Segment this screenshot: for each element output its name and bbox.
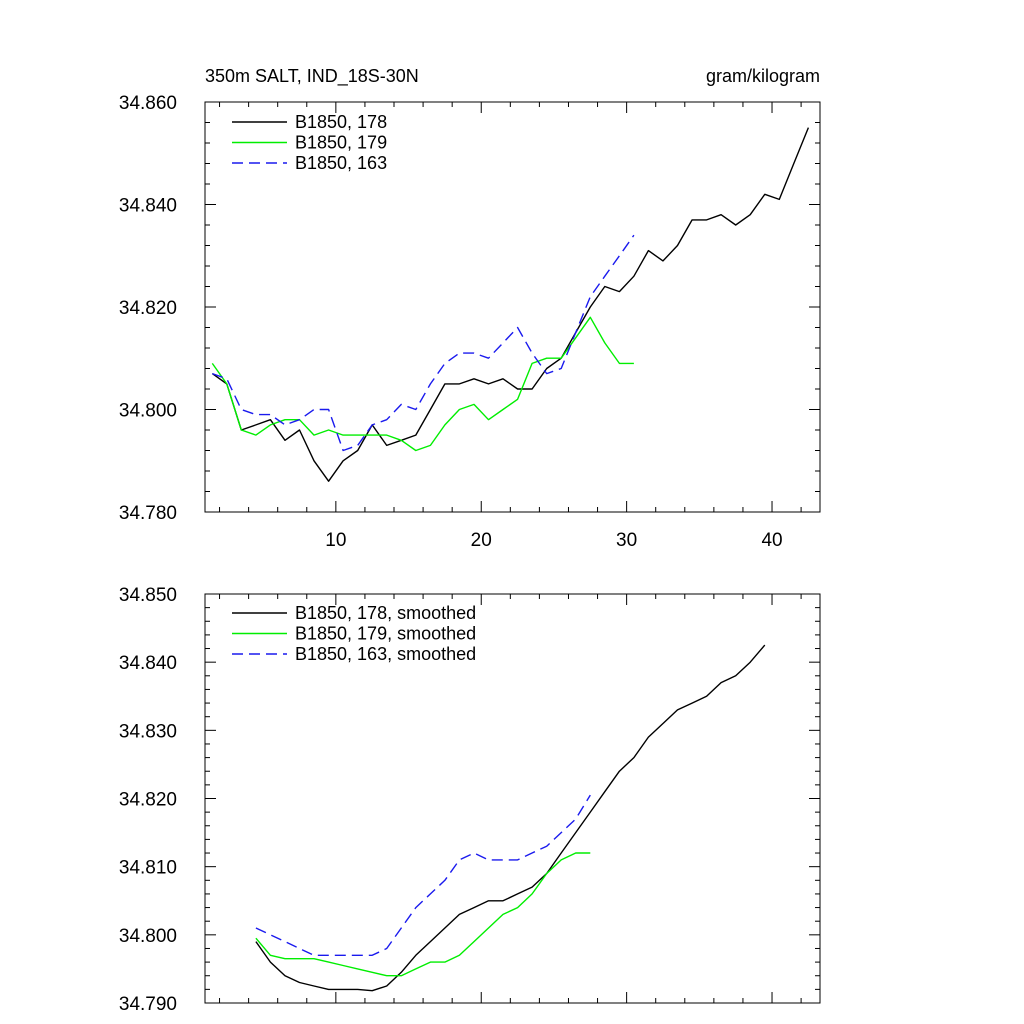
y-tick-label: 34.860 bbox=[119, 93, 177, 114]
legend-label-2: B1850, 179 bbox=[295, 133, 387, 153]
legend-label-1: B1850, 178, smoothed bbox=[295, 603, 476, 623]
x-tick-label: 20 bbox=[471, 530, 492, 551]
x-tick-label: 10 bbox=[325, 530, 346, 551]
y-tick-label: 34.780 bbox=[119, 503, 177, 524]
legend-label-2: B1850, 179, smoothed bbox=[295, 624, 476, 644]
series-line-1 bbox=[211, 127, 810, 482]
x-tick-label: 30 bbox=[616, 530, 637, 551]
chart-panel-2: 34.790 34.800 34.810 34.820 34.830 34.840 34.8… bbox=[119, 585, 821, 1015]
legend-label-1: B1850, 178 bbox=[295, 112, 387, 132]
y-tick-label: 34.850 bbox=[119, 585, 177, 606]
y-tick-label: 34.820 bbox=[119, 790, 177, 811]
series-line-2 bbox=[255, 852, 591, 977]
series-line-3 bbox=[255, 794, 591, 956]
legend-label-3: B1850, 163, smoothed bbox=[295, 644, 476, 664]
legend-label-3: B1850, 163 bbox=[295, 153, 387, 173]
x-tick-label: 40 bbox=[761, 530, 782, 551]
y-tick-label: 34.840 bbox=[119, 196, 177, 217]
y-tick-label: 34.800 bbox=[119, 401, 177, 422]
y-tick-label: 34.820 bbox=[119, 298, 177, 319]
chart-panel-1: 34.780 34.800 34.820 34.840 34.860 10 20 30 40 35… bbox=[119, 66, 821, 551]
y-tick-label: 34.830 bbox=[119, 721, 177, 742]
units-label: gram/kilogram bbox=[706, 66, 820, 86]
y-tick-label: 34.840 bbox=[119, 653, 177, 674]
series-line-3 bbox=[212, 234, 635, 452]
y-tick-label: 34.800 bbox=[119, 926, 177, 947]
y-tick-label: 34.790 bbox=[119, 994, 177, 1015]
series-line-1 bbox=[255, 644, 766, 992]
chart-title: 350m SALT, IND_18S-30N bbox=[205, 66, 419, 87]
y-tick-label: 34.810 bbox=[119, 858, 177, 879]
series-line-2 bbox=[211, 316, 634, 452]
